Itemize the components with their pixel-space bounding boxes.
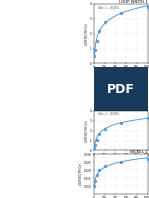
Point <box>95 173 98 177</box>
Point <box>103 164 106 167</box>
Point <box>98 29 100 32</box>
Point <box>146 116 149 119</box>
Point <box>146 158 149 161</box>
Y-axis label: LOOP WIDTH (Oe): LOOP WIDTH (Oe) <box>85 120 89 142</box>
Point <box>119 121 122 124</box>
Point <box>93 185 96 188</box>
Y-axis label: LOOP WIDTH (Oe): LOOP WIDTH (Oe) <box>79 163 83 185</box>
Point <box>98 169 100 172</box>
Point <box>119 11 122 14</box>
Text: Y Axis: 1 - NICKEL: Y Axis: 1 - NICKEL <box>97 6 119 10</box>
Point <box>94 143 96 146</box>
Point <box>93 146 96 149</box>
Point <box>95 39 98 43</box>
Text: PDF: PDF <box>107 83 135 96</box>
Text: LOOP WIDTH 1: LOOP WIDTH 1 <box>119 0 148 4</box>
Point <box>93 54 96 57</box>
Y-axis label: LOOP WIDTH (Oe): LOOP WIDTH (Oe) <box>85 23 89 45</box>
Point <box>98 132 100 135</box>
Text: NICKEL 1: NICKEL 1 <box>130 150 148 154</box>
Point <box>119 161 122 164</box>
Point <box>146 5 149 9</box>
Point <box>103 127 106 130</box>
Point <box>94 180 96 183</box>
Text: Y Axis: 1 - NICKEL: Y Axis: 1 - NICKEL <box>97 112 119 116</box>
Point <box>94 48 96 51</box>
Point <box>95 138 98 141</box>
Point <box>103 20 106 23</box>
